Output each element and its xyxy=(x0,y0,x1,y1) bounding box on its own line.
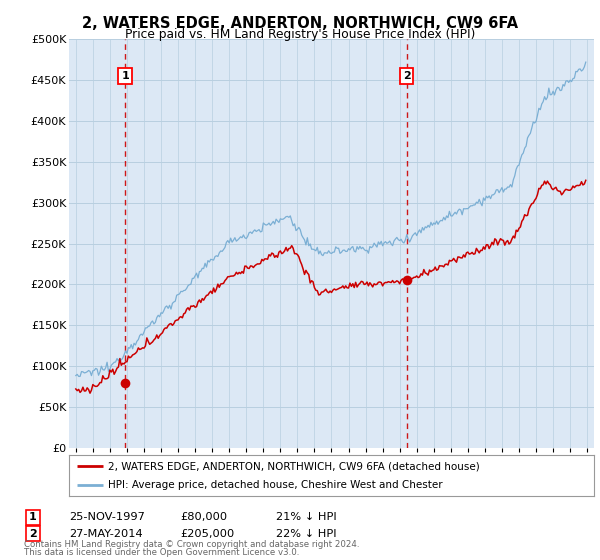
Text: This data is licensed under the Open Government Licence v3.0.: This data is licensed under the Open Gov… xyxy=(24,548,299,557)
Text: Price paid vs. HM Land Registry's House Price Index (HPI): Price paid vs. HM Land Registry's House … xyxy=(125,28,475,41)
Text: 1: 1 xyxy=(121,71,129,81)
Text: Contains HM Land Registry data © Crown copyright and database right 2024.: Contains HM Land Registry data © Crown c… xyxy=(24,540,359,549)
Text: 27-MAY-2014: 27-MAY-2014 xyxy=(69,529,143,539)
Text: 2: 2 xyxy=(403,71,410,81)
Text: £205,000: £205,000 xyxy=(180,529,234,539)
Text: £80,000: £80,000 xyxy=(180,512,227,522)
Text: 22% ↓ HPI: 22% ↓ HPI xyxy=(276,529,337,539)
Text: HPI: Average price, detached house, Cheshire West and Chester: HPI: Average price, detached house, Ches… xyxy=(109,480,443,489)
Text: 21% ↓ HPI: 21% ↓ HPI xyxy=(276,512,337,522)
Text: 2: 2 xyxy=(29,529,37,539)
Text: 2, WATERS EDGE, ANDERTON, NORTHWICH, CW9 6FA (detached house): 2, WATERS EDGE, ANDERTON, NORTHWICH, CW9… xyxy=(109,461,480,471)
Text: 2, WATERS EDGE, ANDERTON, NORTHWICH, CW9 6FA: 2, WATERS EDGE, ANDERTON, NORTHWICH, CW9… xyxy=(82,16,518,31)
Text: 1: 1 xyxy=(29,512,37,522)
Text: 25-NOV-1997: 25-NOV-1997 xyxy=(69,512,145,522)
